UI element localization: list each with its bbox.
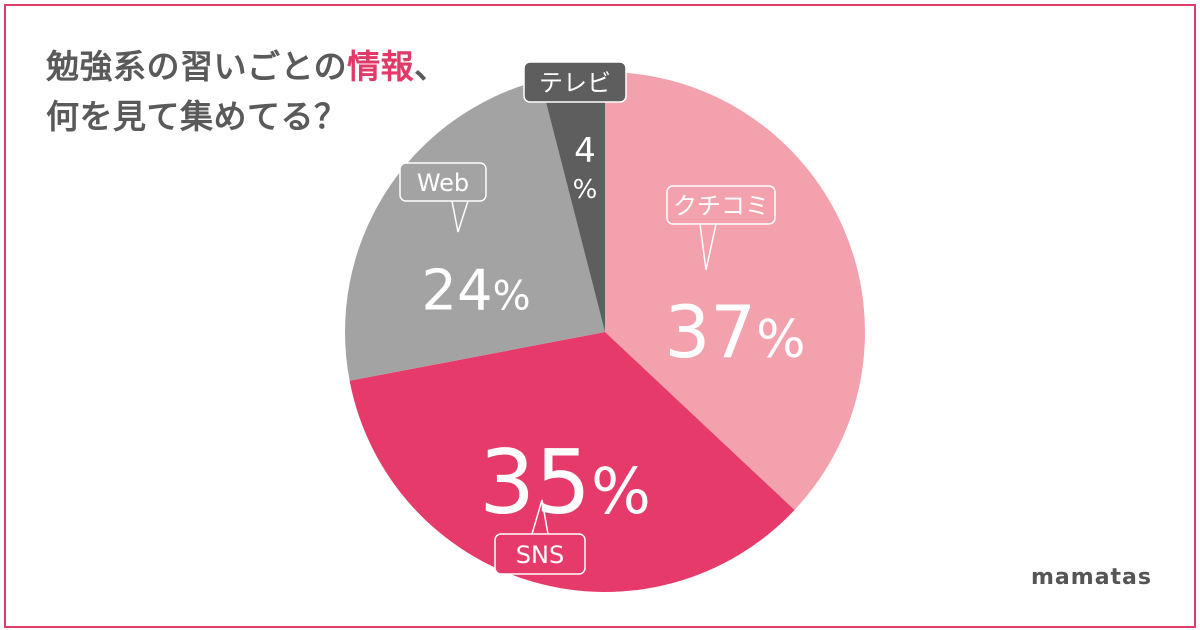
title-line1-text: 勉強系の習いごとの [46, 47, 348, 86]
pie-label-sns: SNS [516, 541, 564, 569]
pie-value-sns: 35% [479, 431, 651, 534]
title-highlight: 情報 [347, 47, 415, 86]
pie-label-box-kuchikomi [666, 185, 776, 225]
pie-value-web: 24% [421, 259, 530, 324]
pie-slice-web [344, 80, 605, 381]
pie-label-tv: テレビ [539, 69, 611, 97]
pie-slice-sns [349, 332, 795, 593]
pie-label-box-sns [494, 533, 586, 575]
pie-label-web: Web [417, 169, 469, 197]
brand-logo: mamatas [1031, 565, 1152, 590]
pie-label-tail-web [451, 200, 469, 233]
pie-slices [344, 72, 865, 593]
pie-value-kuchikomi: 37% [664, 290, 805, 374]
pie-label-box-tv [523, 61, 627, 103]
title-line2-text: 何を見て集めてる？ [46, 97, 348, 136]
chart-title: 勉強系の習いごとの情報、 何を見て集めてる？ [46, 42, 448, 142]
pie-label-box-web [399, 162, 487, 202]
pie-value-tv: 4% [573, 131, 598, 205]
pie-label-tail-kuchikomi [699, 223, 717, 271]
pie-slice-kuchikomi [605, 72, 865, 510]
pie-callouts: 37% クチコミ 35% SNS 24% Web 4 % テレビ [399, 61, 806, 575]
title-line1-comma: 、 [414, 47, 448, 86]
pie-slice-tv [540, 72, 605, 332]
pie-label-tail-sns [531, 499, 549, 535]
pie-label-kuchikomi: クチコミ [673, 192, 769, 220]
